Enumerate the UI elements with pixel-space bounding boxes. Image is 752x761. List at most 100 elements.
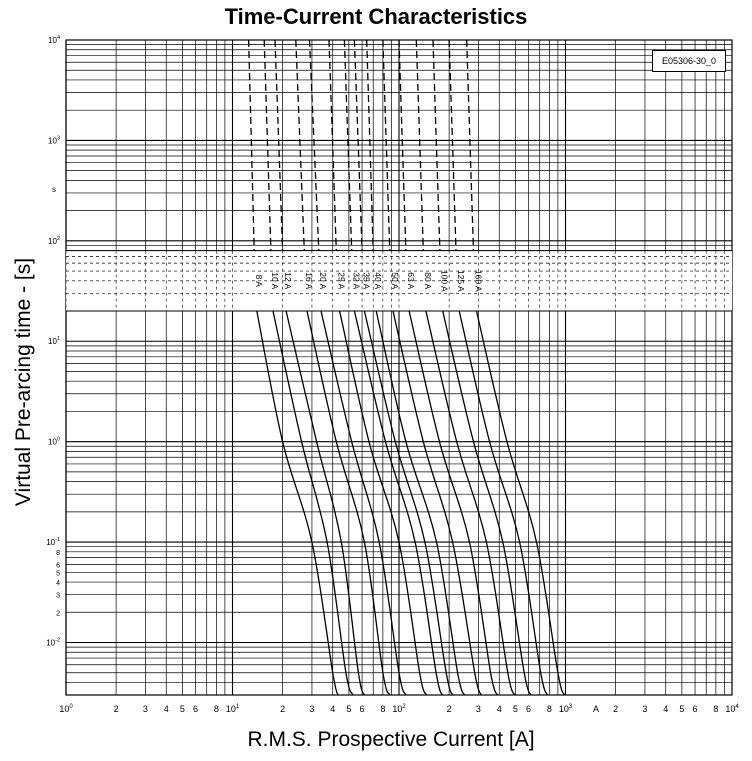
curve-upper-16a — [295, 39, 305, 251]
x-tick-label: 103 — [559, 704, 573, 714]
curve-lower-32a — [353, 310, 443, 696]
x-tick-label: 4 — [330, 704, 335, 714]
y-tick-label: 5 — [56, 570, 60, 577]
x-axis-label: R.M.S. Prospective Current [A] — [247, 728, 535, 751]
y-tick-label: 10-2 — [46, 637, 60, 647]
y-tick-label: 3 — [56, 593, 60, 600]
curve-upper-25a — [328, 39, 337, 251]
y-tick-exponent: -1 — [55, 537, 60, 543]
curve-lower-12a — [285, 310, 366, 696]
reference-code-box: E05306-30_0 — [652, 50, 726, 72]
y-unit-marker: s — [52, 185, 56, 194]
series-label: 10 A — [270, 272, 280, 289]
series-label: 32 A — [351, 272, 361, 289]
y-tick-exponent: 0 — [57, 437, 60, 443]
curve-upper-160a — [466, 39, 475, 251]
x-tick-exponent: 1 — [236, 704, 240, 710]
x-tick-label: 6 — [193, 704, 198, 714]
curve-upper-50a — [382, 39, 391, 251]
series-label: 35 A — [361, 272, 371, 289]
series-label: 160 A — [474, 270, 484, 292]
x-tick-label: 4 — [663, 704, 668, 714]
x-tick-label: 2 — [280, 704, 285, 714]
curve-lower-16a — [306, 310, 391, 696]
y-tick-exponent: 4 — [57, 35, 60, 41]
series-label: 25 A — [337, 272, 347, 289]
x-tick-label: 2 — [114, 704, 119, 714]
curve-lower-20a — [320, 310, 407, 696]
y-tick-label: 103 — [48, 135, 60, 145]
curve-lower-10a — [272, 310, 354, 696]
x-tick-label: 3 — [143, 704, 148, 714]
x-tick-labels: 100 2 3 4 5 6 8 101 2 3 4 5 6 8 102 2 3 4 5 6 8 103 2 3 4 5 6 8 104 — [59, 704, 739, 714]
curve-upper-125a — [448, 39, 457, 251]
y-tick-exponent: 2 — [57, 236, 60, 242]
x-tick-label: 6 — [693, 704, 698, 714]
x-tick-label: 8 — [214, 704, 219, 714]
curve-upper-80a — [415, 39, 424, 251]
curve-upper-100a — [432, 39, 441, 251]
x-tick-label: 5 — [346, 704, 351, 714]
x-tick-label: 5 — [513, 704, 518, 714]
x-tick-label: 102 — [392, 704, 406, 714]
curve-upper-8a — [247, 39, 255, 251]
series-label: 20 A — [318, 272, 328, 289]
grid — [65, 40, 732, 696]
curve-upper-12a — [274, 39, 284, 251]
curve-lower-63a — [408, 310, 499, 696]
label-band-lines — [65, 250, 732, 312]
x-tick-exponent: 0 — [69, 704, 73, 710]
fuse-curves — [247, 39, 566, 696]
curve-lower-125a — [458, 310, 549, 696]
series-label: 16 A — [304, 272, 314, 289]
x-tick-label: 2 — [613, 704, 618, 714]
x-tick-label: 5 — [180, 704, 185, 714]
y-tick-label: 8 — [56, 550, 60, 557]
x-tick-label: 6 — [526, 704, 531, 714]
chart-title: Time-Current Characteristics — [224, 4, 528, 29]
x-tick-label: 8 — [713, 704, 718, 714]
curve-lower-100a — [442, 310, 532, 696]
x-unit-marker: A — [593, 704, 599, 714]
series-label: 63 A — [406, 272, 416, 289]
x-tick-exponent: 2 — [402, 704, 406, 710]
y-tick-label: 104 — [48, 35, 60, 45]
series-label: 80 A — [423, 272, 433, 289]
x-tick-label: 8 — [547, 704, 552, 714]
curve-upper-32a — [343, 39, 353, 251]
x-tick-label: 2 — [447, 704, 452, 714]
series-label: 50 A — [390, 272, 400, 289]
y-tick-exponent: 3 — [57, 135, 60, 141]
x-tick-label: 3 — [309, 704, 314, 714]
x-tick-label: 6 — [360, 704, 365, 714]
x-tick-exponent: 3 — [569, 704, 573, 710]
y-tick-label: 102 — [48, 236, 60, 246]
series-label: 40 A — [373, 272, 383, 289]
curve-lower-80a — [425, 310, 516, 696]
x-tick-label: 3 — [476, 704, 481, 714]
x-tick-label: 4 — [497, 704, 502, 714]
curve-lower-25a — [338, 310, 428, 696]
curve-upper-20a — [308, 39, 320, 251]
x-tick-label: 101 — [226, 704, 240, 714]
series-label: 8 A — [254, 275, 264, 288]
curve-upper-10a — [263, 39, 272, 251]
curve-lower-50a — [392, 310, 482, 696]
y-tick-label: 101 — [48, 336, 60, 346]
y-tick-label: 2 — [56, 610, 60, 617]
y-tick-label: 100 — [48, 437, 60, 447]
curve-upper-40a — [366, 39, 374, 251]
x-tick-label: 100 — [59, 704, 73, 714]
y-axis-label: Virtual Pre-arcing time - [s] — [12, 257, 35, 507]
y-tick-label: 6 — [56, 562, 60, 569]
x-tick-exponent: 4 — [735, 704, 739, 710]
series-label: 125 A — [456, 270, 466, 292]
curve-lower-35a — [363, 310, 454, 696]
x-tick-label: 4 — [164, 704, 169, 714]
curve-upper-35a — [353, 39, 363, 251]
x-tick-label: 8 — [380, 704, 385, 714]
curve-lower-160a — [475, 310, 566, 696]
series-label: 100 A — [440, 270, 450, 292]
